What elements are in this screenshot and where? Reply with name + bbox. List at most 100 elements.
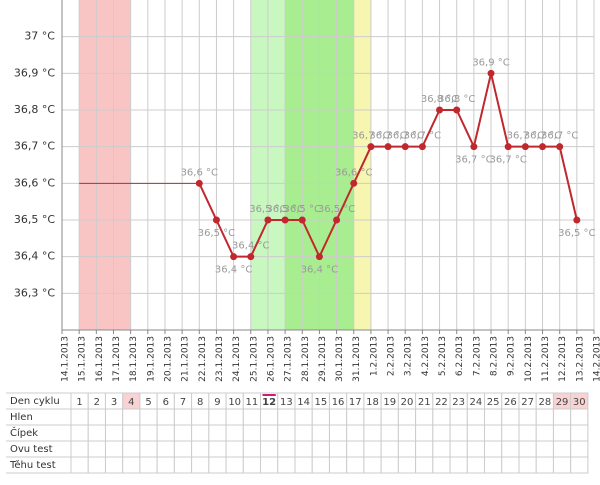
table-cell [346,424,365,442]
table-cell [484,408,503,426]
table-cell [70,408,89,426]
x-tick-label: 15.1.2013 [78,336,88,382]
cycle-day: 6 [163,397,169,408]
value-label: 36,7 °C [507,131,544,142]
x-tick-label: 5.2.2013 [438,336,448,376]
x-tick-label: 22.1.2013 [198,336,208,382]
row-label: Hlen [10,412,33,423]
phase-band [79,0,131,330]
table-cell [87,408,106,426]
table-cell [122,440,141,458]
table-cell [466,456,486,474]
cycle-day: 8 [197,397,203,408]
current-day-marker [262,394,276,396]
table-cell [191,456,210,474]
value-label: 36,4 °C [301,265,338,276]
table-cell [294,408,313,426]
x-tick-label: 29.1.2013 [318,336,328,382]
cycle-day: 17 [349,397,362,408]
table-cell [139,456,158,474]
value-label: 36,7 °C [541,131,578,142]
value-label: 36,7 °C [455,155,492,166]
table-cell [208,440,227,458]
row-label: Těhu test [9,459,56,471]
table-cell [346,456,365,474]
cycle-day: 1 [76,397,82,408]
x-tick-label: 31.1.2013 [352,336,362,382]
data-point [212,216,220,224]
table-cell [225,408,244,426]
x-tick-label: 2.2.2013 [387,336,397,376]
table-cell [242,408,262,426]
value-label: 36,5 °C [249,204,286,215]
table-cell [415,440,434,458]
value-label: 36,6 °C [181,167,218,178]
x-tick-label: 6.2.2013 [455,336,465,376]
table-cell [156,456,175,474]
data-point [195,179,203,187]
table-cell [380,424,399,442]
x-tick-label: 3.2.2013 [404,336,414,376]
table-cell [466,424,486,442]
table-cell [484,456,503,474]
table-cell [535,440,554,458]
value-label: 36,7 °C [369,131,406,142]
value-label: 36,8 °C [421,94,458,105]
y-tick-label: 36,5 °C [14,213,55,226]
y-tick-label: 37 °C [24,30,55,43]
x-tick-label: 9.2.2013 [507,336,517,376]
value-label: 36,5 °C [558,228,595,239]
table-cell [104,408,124,426]
x-tick-label: 23.1.2013 [215,336,225,382]
y-tick-label: 36,4 °C [14,250,55,263]
cycle-day: 3 [111,397,117,408]
table-cell [501,408,520,426]
value-label: 36,7 °C [489,155,526,166]
table-cell [552,440,572,458]
x-tick-label: 1.2.2013 [369,336,379,376]
table-cell [501,440,520,458]
cycle-day: 5 [145,397,151,408]
cycle-day: 25 [487,397,500,408]
table-cell [380,456,399,474]
value-label: 36,4 °C [215,265,252,276]
data-point [521,143,529,151]
table-cell [156,424,175,442]
cycle-day: 21 [418,397,431,408]
value-label: 36,5 °C [284,204,321,215]
data-point [367,143,375,151]
table-cell [277,456,296,474]
table-cell [380,408,399,426]
table-cell [173,456,193,474]
table-cell [294,424,313,442]
table-cell [70,456,89,474]
cycle-day: 9 [214,397,220,408]
cycle-day: 14 [297,397,310,408]
table-cell [518,408,537,426]
x-tick-label: 10.2.2013 [524,336,534,382]
value-label: 36,6 °C [335,167,372,178]
table-cell [570,408,589,426]
table-cell [432,440,451,458]
table-cell [225,456,244,474]
table-cell [311,408,330,426]
table-cell [363,408,382,426]
x-tick-label: 30.1.2013 [335,336,345,382]
table-cell [535,424,554,442]
cycle-day: 22 [435,397,448,408]
cycle-day: 30 [573,397,586,408]
table-cell [225,440,244,458]
cycle-day: 13 [280,397,293,408]
table-cell [432,408,451,426]
table-cell [104,424,124,442]
table-cell [449,424,468,442]
table-cell [449,456,468,474]
x-tick-label: 28.1.2013 [301,336,311,382]
table-cell [277,440,296,458]
x-tick-label: 18.1.2013 [129,336,139,382]
table-cell [397,440,417,458]
table-cell [208,424,227,442]
table-cell [173,408,193,426]
table-cell [104,456,124,474]
